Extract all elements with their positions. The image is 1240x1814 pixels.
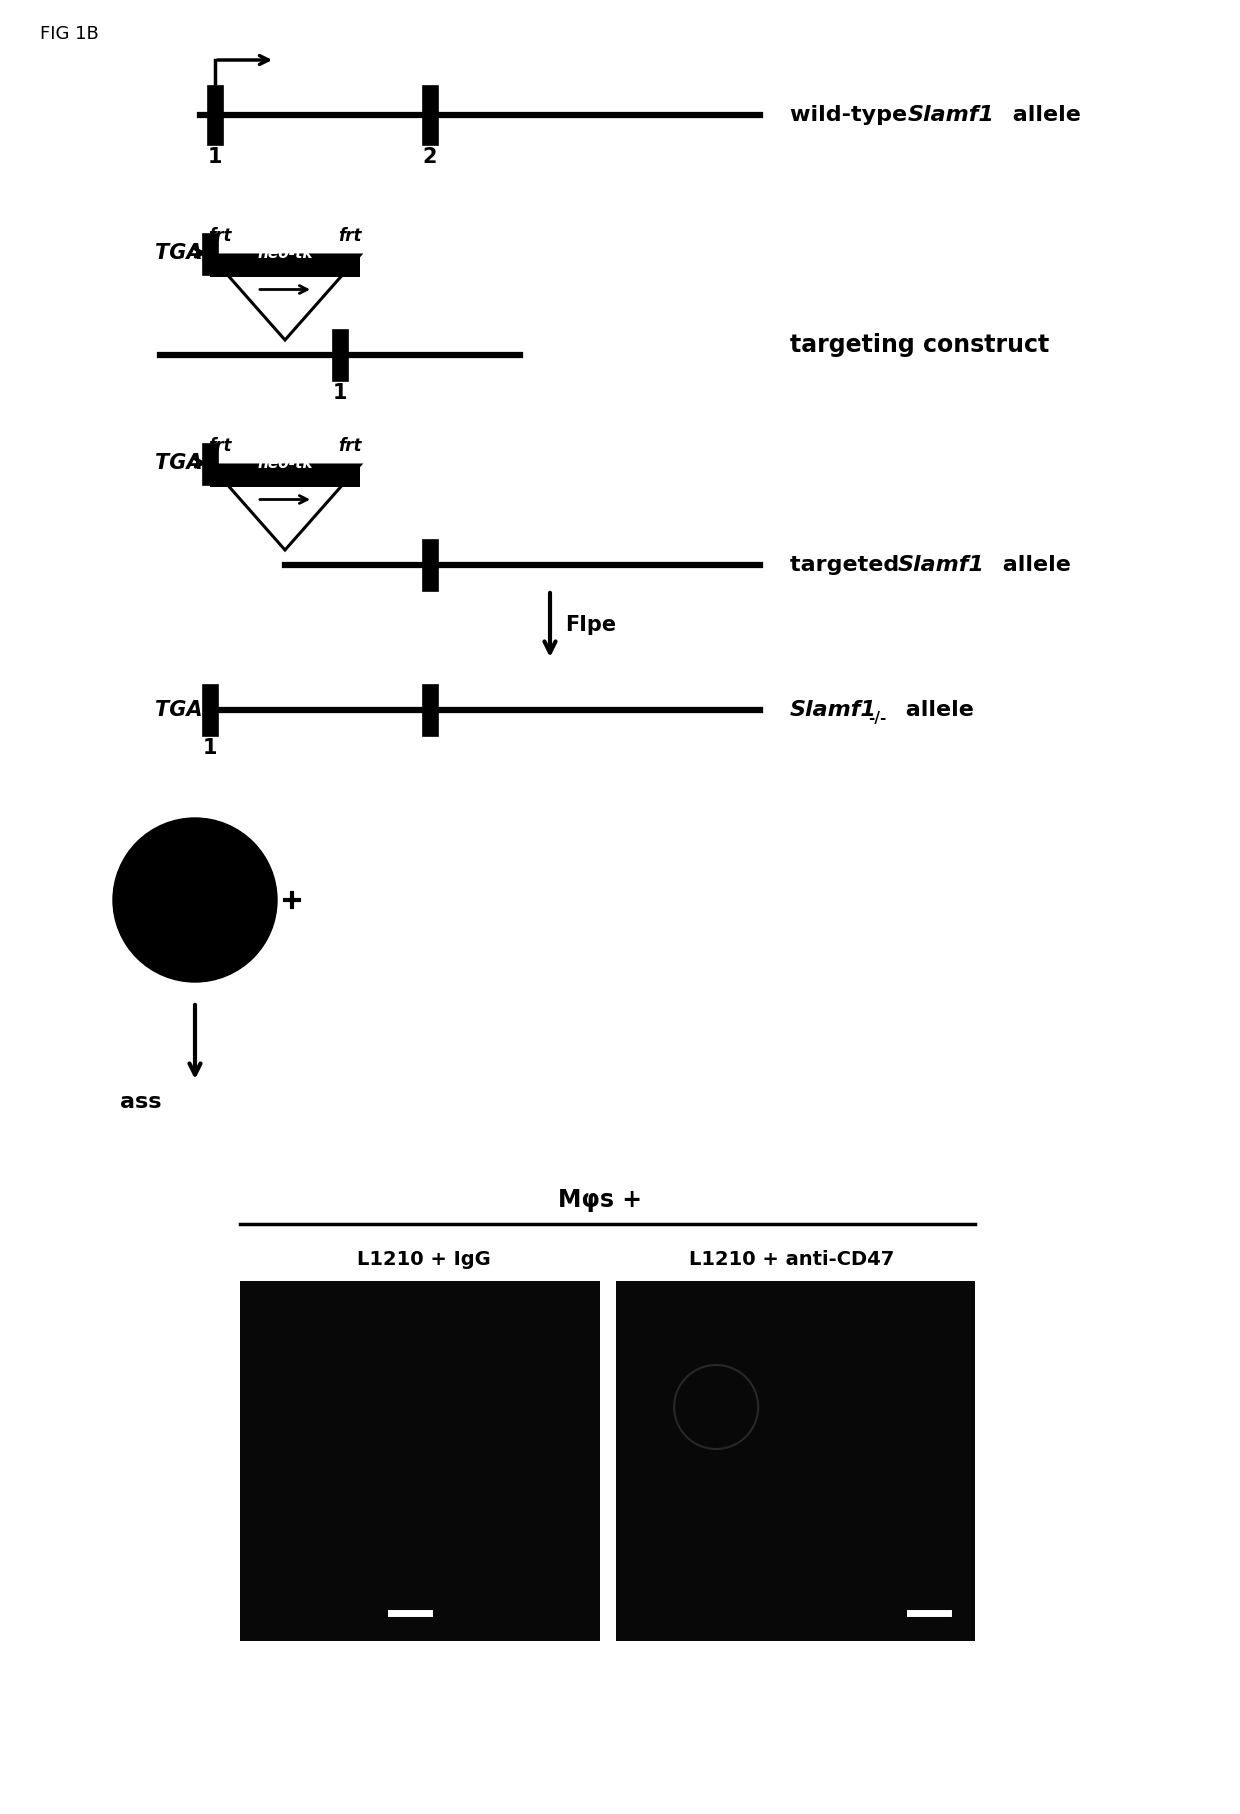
Text: Slamf1: Slamf1 [908, 105, 994, 125]
Bar [210, 256, 360, 278]
Text: ass: ass [120, 1092, 161, 1112]
Text: wild-type: wild-type [790, 105, 915, 125]
Text: -/-: -/- [868, 711, 887, 726]
Text: 1: 1 [208, 147, 222, 167]
Text: allele: allele [994, 555, 1071, 575]
Text: TGA: TGA [155, 243, 202, 263]
Text: TGA: TGA [155, 700, 202, 720]
Text: FIpe: FIpe [565, 615, 616, 635]
Bar [615, 1281, 975, 1642]
Bar [210, 464, 360, 486]
Text: neo-tk: neo-tk [257, 455, 312, 470]
Text: TGA: TGA [155, 454, 202, 473]
Text: FIG 1B: FIG 1B [40, 25, 99, 44]
Text: frt: frt [208, 227, 232, 245]
Text: 1: 1 [203, 738, 217, 758]
Text: Slamf1: Slamf1 [790, 700, 877, 720]
Text: frt: frt [208, 437, 232, 455]
Text: 2: 2 [423, 147, 438, 167]
Text: targeting construct: targeting construct [790, 334, 1049, 357]
Text: L1210 + IgG: L1210 + IgG [357, 1250, 491, 1270]
Text: targeted: targeted [790, 555, 906, 575]
Text: neo-tk: neo-tk [257, 245, 312, 261]
Text: frt: frt [339, 437, 362, 455]
Text: Slamf1: Slamf1 [898, 555, 985, 575]
Text: allele: allele [1004, 105, 1081, 125]
Text: 1: 1 [332, 383, 347, 403]
Bar [241, 1281, 599, 1642]
Text: allele: allele [898, 700, 973, 720]
Text: Mφs +: Mφs + [558, 1188, 642, 1212]
Circle shape [113, 818, 277, 981]
Text: L1210 + anti-CD47: L1210 + anti-CD47 [688, 1250, 894, 1270]
Text: frt: frt [339, 227, 362, 245]
